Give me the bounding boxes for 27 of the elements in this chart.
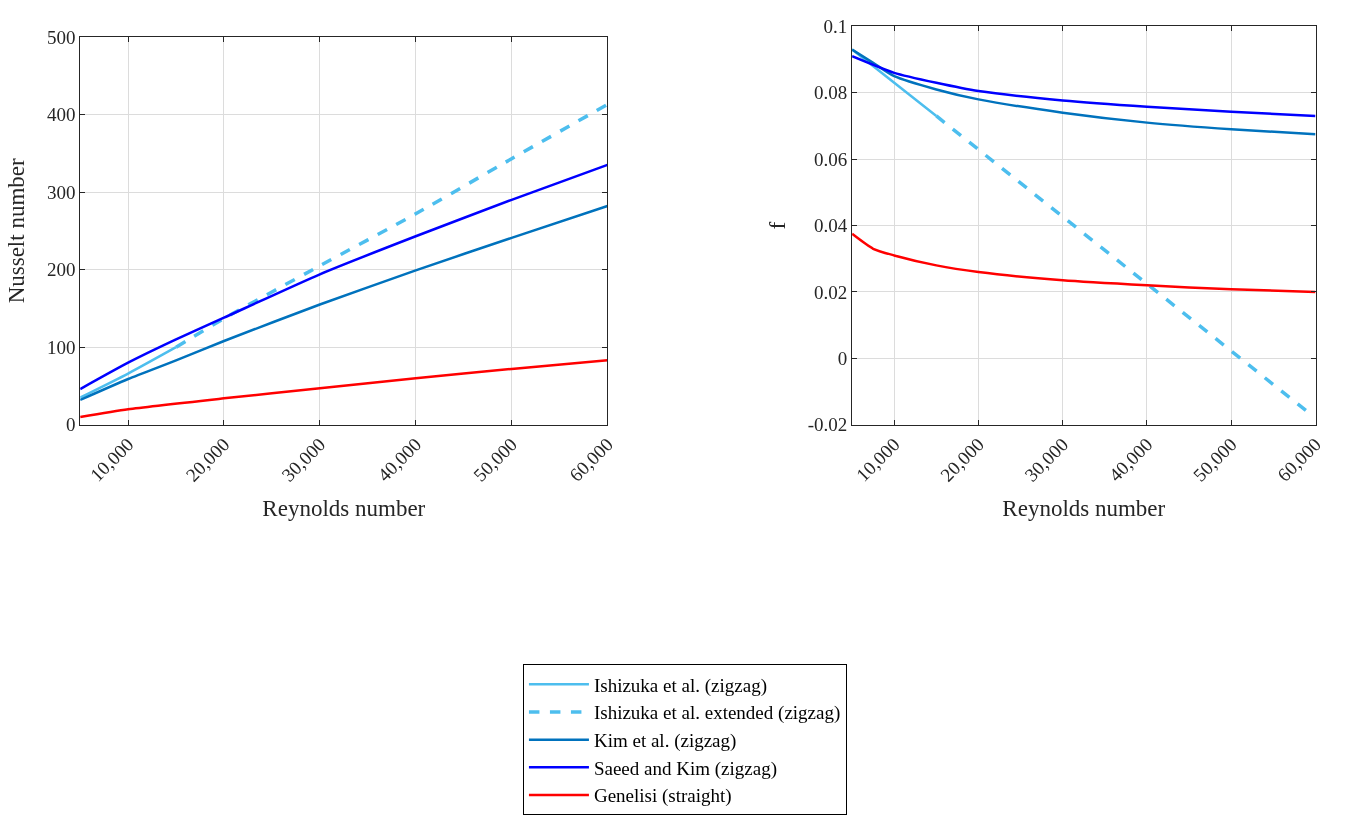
y-tick-label: 0.1 — [823, 16, 848, 38]
y-axis-title: f — [765, 221, 791, 230]
line-series — [852, 48, 1316, 136]
y-axis-title: Nusselt number — [4, 158, 30, 304]
y-tick-label: 0 — [837, 347, 848, 369]
y-tick-label: -0.02 — [807, 414, 848, 436]
y-tick-label: 200 — [46, 259, 76, 281]
y-tick-label: 0.06 — [814, 148, 848, 170]
line-series — [852, 54, 1316, 118]
y-tick-label: 0.04 — [814, 215, 848, 237]
y-tick-label: 0 — [65, 414, 76, 436]
y-tick-label: 0.02 — [814, 281, 848, 303]
y-tick-label: 500 — [46, 26, 76, 48]
y-tick-label: 0.08 — [814, 82, 848, 104]
legend-label: Genelisi (straight) — [593, 785, 732, 808]
line-series — [80, 163, 608, 391]
legend-label: Kim et al. (zigzag) — [593, 730, 737, 753]
x-axis-title: Reynolds number — [1002, 496, 1166, 522]
y-tick-label: 400 — [46, 104, 76, 126]
legend-label: Ishizuka et al. (zigzag) — [593, 674, 767, 697]
y-tick-label: 100 — [46, 336, 76, 358]
legend-label: Ishizuka et al. extended (zigzag) — [593, 702, 841, 725]
line-series — [80, 359, 608, 419]
line-series — [80, 204, 608, 402]
x-axis-title: Reynolds number — [262, 496, 426, 522]
legend-label: Saeed and Kim (zigzag) — [593, 757, 777, 780]
y-tick-label: 300 — [46, 181, 76, 203]
